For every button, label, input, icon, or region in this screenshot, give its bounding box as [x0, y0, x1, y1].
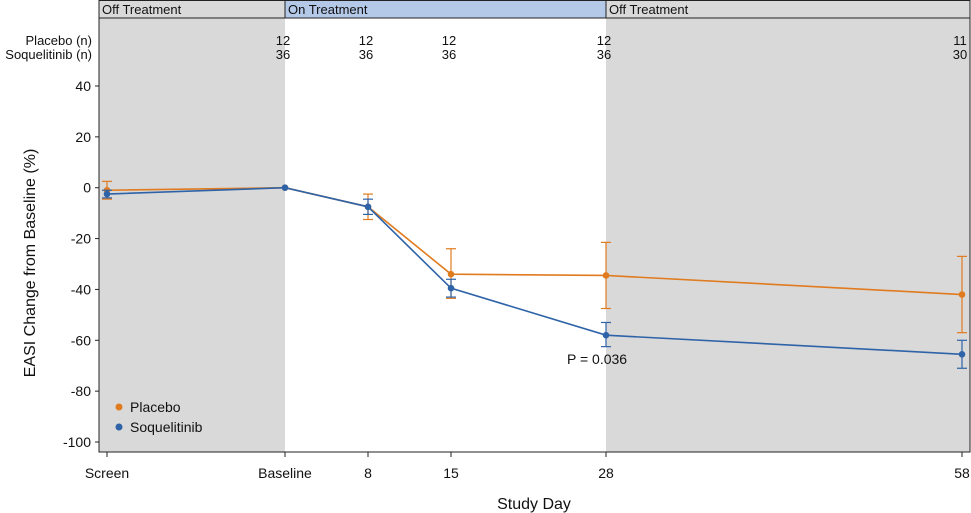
y-tick-label: -20	[71, 231, 91, 247]
n-value: 36	[359, 47, 373, 62]
x-tick-label: 15	[443, 465, 459, 481]
legend-marker	[115, 423, 123, 431]
data-point	[281, 184, 289, 192]
y-tick-label: -60	[71, 332, 91, 348]
data-point	[103, 190, 111, 198]
data-point	[958, 350, 966, 358]
legend-marker	[115, 403, 123, 411]
phase-label: On Treatment	[288, 2, 368, 17]
axis-layer: 40 20 0 -20 -40 -60 -80 -100 Screen Baseline 8 15 28…	[63, 17, 971, 481]
phase-layer	[99, 18, 970, 452]
off-treatment-region	[606, 18, 970, 452]
x-tick-label: 8	[364, 465, 372, 481]
p-value-annotation: P = 0.036	[567, 351, 627, 367]
n-value: 36	[276, 47, 290, 62]
y-axis-title: EASI Change from Baseline (%)	[22, 149, 39, 378]
y-tick-label: -40	[71, 281, 91, 297]
x-tick-label: 28	[598, 465, 614, 481]
n-row-label: Soquelitinib (n)	[5, 47, 92, 62]
series-line	[106, 186, 963, 356]
phase-label: Off Treatment	[609, 2, 689, 17]
y-tick-label: 40	[75, 78, 91, 94]
data-point	[958, 291, 966, 298]
header-layer: Off Treatment On Treatment Off Treatment Pl…	[5, 0, 971, 62]
n-value: 11	[953, 33, 967, 48]
legend-label: Placebo	[130, 399, 181, 415]
n-value: 36	[442, 47, 456, 62]
legend-label: Soquelitinib	[130, 419, 203, 435]
x-axis-title: Study Day	[497, 496, 571, 513]
y-tick-label: -100	[63, 434, 91, 450]
n-value: 12	[276, 33, 290, 48]
legend: Placebo Soquelitinib	[115, 399, 203, 435]
data-point	[602, 272, 610, 279]
x-tick-label: 58	[954, 465, 970, 481]
y-tick-label: 20	[75, 129, 91, 145]
data-point	[602, 331, 610, 339]
series-layer	[102, 180, 967, 369]
data-point	[447, 284, 455, 292]
plot-frame	[98, 17, 971, 453]
text-layer: Study Day EASI Change from Baseline (%) …	[22, 149, 627, 513]
n-row-label: Placebo (n)	[26, 33, 92, 48]
off-treatment-region	[99, 18, 285, 452]
n-value: 12	[442, 33, 456, 48]
y-tick-label: 0	[83, 180, 91, 196]
n-value: 36	[597, 47, 611, 62]
n-value: 12	[597, 33, 611, 48]
y-tick-label: -80	[71, 383, 91, 399]
phase-label: Off Treatment	[102, 2, 182, 17]
n-value: 30	[953, 47, 967, 62]
data-point	[364, 203, 372, 211]
data-point	[447, 270, 455, 278]
x-tick-label: Baseline	[258, 465, 312, 481]
x-tick-label: Screen	[85, 465, 129, 481]
n-value: 12	[359, 33, 373, 48]
